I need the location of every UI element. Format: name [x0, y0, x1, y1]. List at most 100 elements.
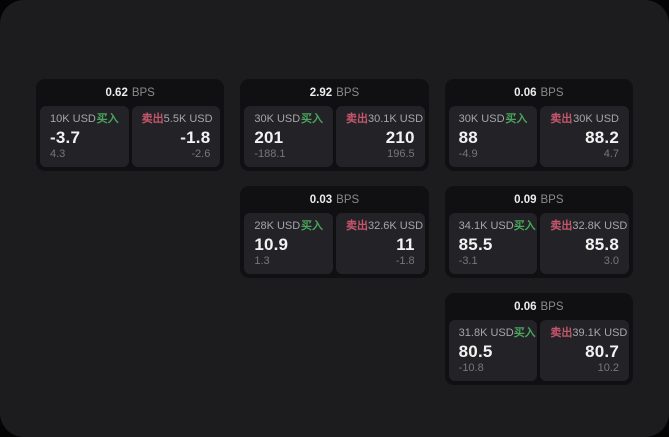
sell-toprow: 卖出 5.5K USD: [141, 113, 213, 126]
buy-amount: 30K USD: [254, 113, 301, 125]
sell-toprow: 卖出 39.1K USD: [550, 327, 627, 340]
bps-unit-label: BPS: [540, 193, 564, 206]
quote-panels: 30K USD 买入 201 -188.1 卖出 30.1K USD 210 1…: [244, 106, 425, 167]
sell-delta: 4.7: [603, 148, 619, 160]
sell-amount: 32.8K USD: [572, 220, 628, 232]
bps-header: 0.06 BPS: [445, 79, 633, 106]
buy-price: 201: [254, 127, 284, 147]
sell-delta: -2.6: [191, 148, 211, 160]
buy-delta: 1.3: [254, 255, 270, 267]
buy-amount: 34.1K USD: [458, 220, 514, 232]
bps-header: 2.92 BPS: [240, 79, 428, 106]
quote-panels: 30K USD 买入 88 -4.9 卖出 30K USD 88.2 4.7: [448, 106, 629, 167]
sell-quote-panel[interactable]: 卖出 39.1K USD 80.7 10.2: [540, 320, 629, 381]
sell-toprow: 卖出 30K USD: [550, 113, 619, 126]
buy-price: 10.9: [254, 234, 289, 254]
bps-header: 0.62 BPS: [36, 79, 224, 106]
bps-value: 0.62: [105, 86, 128, 99]
quotes-grid: 0.62 BPS 10K USD 买入 -3.7 4.3 卖出 5.5K USD: [36, 79, 633, 385]
buy-quote-panel[interactable]: 10K USD 买入 -3.7 4.3: [40, 106, 129, 167]
sell-delta: 3.0: [603, 255, 619, 267]
quote-card: 2.92 BPS 30K USD 买入 201 -188.1 卖出 30.1K …: [240, 79, 429, 171]
buy-amount: 10K USD: [50, 113, 96, 125]
sell-tag: 卖出: [550, 113, 573, 125]
buy-quote-panel[interactable]: 30K USD 买入 201 -188.1: [244, 106, 333, 167]
bps-header: 0.03 BPS: [240, 186, 428, 213]
buy-quote-panel[interactable]: 30K USD 买入 88 -4.9: [448, 106, 538, 167]
buy-amount: 30K USD: [458, 113, 505, 125]
sell-delta: -1.8: [395, 255, 415, 267]
sell-quote-panel[interactable]: 卖出 5.5K USD -1.8 -2.6: [131, 106, 221, 167]
buy-delta: -4.9: [458, 148, 478, 160]
sell-tag: 卖出: [550, 327, 573, 339]
buy-delta: 4.3: [50, 148, 66, 160]
bps-unit-label: BPS: [540, 300, 564, 313]
sell-delta: 196.5: [387, 148, 415, 160]
sell-price: -1.8: [180, 127, 211, 147]
sell-toprow: 卖出 30.1K USD: [346, 113, 423, 126]
sell-delta: 10.2: [597, 362, 619, 374]
buy-tag: 买入: [513, 220, 536, 232]
buy-tag: 买入: [301, 220, 323, 232]
bps-unit-label: BPS: [131, 86, 155, 99]
bps-value: 0.06: [514, 300, 537, 313]
bps-unit-label: BPS: [336, 193, 360, 206]
buy-amount: 31.8K USD: [458, 327, 514, 339]
buy-quote-panel[interactable]: 28K USD 买入 10.9 1.3: [244, 213, 333, 274]
sell-price: 210: [385, 127, 415, 147]
buy-price: 80.5: [458, 341, 493, 361]
buy-toprow: 28K USD 买入: [254, 220, 323, 233]
buy-delta: -10.8: [458, 362, 484, 374]
buy-amount: 28K USD: [254, 220, 301, 232]
quote-card: 0.06 BPS 31.8K USD 买入 80.5 -10.8 卖出 39.1…: [444, 293, 633, 385]
sell-amount: 32.6K USD: [368, 220, 424, 232]
sell-amount: 30K USD: [573, 113, 619, 125]
buy-quote-panel[interactable]: 31.8K USD 买入 80.5 -10.8: [448, 320, 538, 381]
buy-toprow: 31.8K USD 买入: [458, 327, 536, 340]
sell-tag: 卖出: [346, 113, 368, 125]
quote-card: 0.03 BPS 28K USD 买入 10.9 1.3 卖出 32.6K US…: [240, 186, 429, 278]
sell-tag: 卖出: [550, 220, 573, 232]
bps-value: 0.09: [514, 193, 537, 206]
buy-toprow: 34.1K USD 买入: [458, 220, 536, 233]
buy-quote-panel[interactable]: 34.1K USD 买入 85.5 -3.1: [448, 213, 538, 274]
quote-panels: 34.1K USD 买入 85.5 -3.1 卖出 32.8K USD 85.8…: [448, 213, 629, 274]
buy-price: -3.7: [50, 127, 81, 147]
buy-price: 88: [458, 127, 478, 147]
sell-amount: 39.1K USD: [572, 327, 628, 339]
quote-panels: 31.8K USD 买入 80.5 -10.8 卖出 39.1K USD 80.…: [448, 320, 629, 381]
buy-delta: -188.1: [254, 148, 286, 160]
quote-panels: 28K USD 买入 10.9 1.3 卖出 32.6K USD 11 -1.8: [244, 213, 425, 274]
sell-tag: 卖出: [346, 220, 368, 232]
quote-card: 0.62 BPS 10K USD 买入 -3.7 4.3 卖出 5.5K USD: [36, 79, 225, 171]
buy-tag: 买入: [301, 113, 323, 125]
sell-toprow: 卖出 32.8K USD: [550, 220, 627, 233]
quote-panels: 10K USD 买入 -3.7 4.3 卖出 5.5K USD -1.8 -2.…: [40, 106, 221, 167]
buy-delta: -3.1: [458, 255, 478, 267]
sell-amount: 5.5K USD: [163, 113, 213, 125]
quote-card: 0.09 BPS 34.1K USD 买入 85.5 -3.1 卖出 32.8K…: [444, 186, 633, 278]
bps-value: 0.06: [514, 86, 537, 99]
sell-price: 88.2: [585, 127, 619, 147]
sell-price: 11: [396, 234, 415, 254]
bps-header: 0.09 BPS: [445, 186, 633, 213]
bps-unit-label: BPS: [336, 86, 360, 99]
bps-value: 2.92: [309, 86, 333, 99]
bps-unit-label: BPS: [540, 86, 564, 99]
sell-quote-panel[interactable]: 卖出 32.8K USD 85.8 3.0: [540, 213, 629, 274]
bps-value: 0.03: [309, 193, 333, 206]
buy-tag: 买入: [513, 327, 536, 339]
buy-toprow: 30K USD 买入: [459, 113, 528, 126]
sell-tag: 卖出: [141, 113, 164, 125]
sell-price: 80.7: [585, 341, 619, 361]
buy-tag: 买入: [505, 113, 528, 125]
buy-toprow: 30K USD 买入: [254, 113, 323, 126]
sell-quote-panel[interactable]: 卖出 30.1K USD 210 196.5: [336, 106, 425, 167]
sell-quote-panel[interactable]: 卖出 30K USD 88.2 4.7: [540, 106, 629, 167]
bps-header: 0.06 BPS: [445, 293, 633, 320]
buy-price: 85.5: [458, 234, 493, 254]
sell-quote-panel[interactable]: 卖出 32.6K USD 11 -1.8: [336, 213, 425, 274]
sell-price: 85.8: [585, 234, 619, 254]
buy-toprow: 10K USD 买入: [50, 113, 119, 126]
